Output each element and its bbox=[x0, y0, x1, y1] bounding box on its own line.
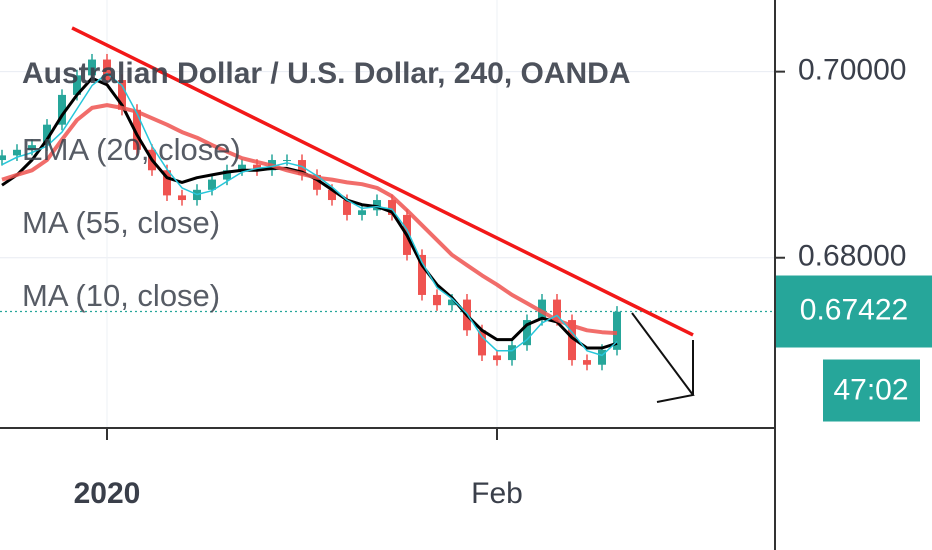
candle-body bbox=[358, 210, 366, 215]
y-tick-label: 0.70000 bbox=[798, 54, 906, 87]
candle-body bbox=[118, 80, 126, 110]
overlay: Australian Dollar / U.S. Dollar, 240, OA… bbox=[22, 57, 631, 313]
candle-body bbox=[178, 195, 186, 201]
candle-body bbox=[568, 320, 576, 361]
candle-body bbox=[583, 360, 591, 365]
candle-body bbox=[388, 200, 396, 215]
candle-body bbox=[418, 254, 426, 295]
candle-body bbox=[133, 109, 141, 150]
candle-body bbox=[448, 299, 456, 306]
candle-body bbox=[328, 189, 336, 201]
candle-body bbox=[88, 59, 96, 76]
legend-entry: MA (55, close) bbox=[22, 205, 220, 240]
candle-body bbox=[43, 124, 51, 146]
indicator-line bbox=[1, 103, 618, 336]
candle-body bbox=[523, 320, 531, 346]
candle-body bbox=[313, 174, 321, 190]
candle-body bbox=[478, 330, 486, 356]
x-tick-label: 2020 bbox=[74, 477, 141, 510]
candle-body bbox=[103, 59, 111, 81]
candle-body bbox=[613, 311, 621, 350]
candle-body bbox=[343, 200, 351, 215]
indicator-line bbox=[1, 72, 618, 357]
drawing bbox=[631, 312, 695, 403]
candle-body bbox=[298, 160, 306, 175]
candle-body bbox=[208, 179, 216, 190]
y-tick-label: 0.68000 bbox=[798, 240, 906, 273]
legend-entry: EMA (20, close) bbox=[22, 132, 241, 167]
candle-body bbox=[163, 170, 171, 196]
candle-body bbox=[58, 94, 66, 125]
chart-title: Australian Dollar / U.S. Dollar, 240, OA… bbox=[22, 57, 631, 90]
trendline bbox=[71, 26, 694, 337]
countdown-box bbox=[823, 359, 920, 422]
candle-body bbox=[223, 170, 231, 180]
candle-body bbox=[553, 299, 561, 321]
candle-body bbox=[598, 349, 606, 365]
candle-body bbox=[493, 355, 501, 361]
candle-body bbox=[238, 164, 246, 171]
candle-body bbox=[433, 294, 441, 306]
plot bbox=[0, 26, 694, 371]
candle-body bbox=[253, 164, 261, 171]
legend-entry: MA (10, close) bbox=[22, 278, 220, 313]
candle-body bbox=[28, 145, 36, 150]
candle-body bbox=[508, 345, 516, 361]
candle-body bbox=[0, 155, 6, 161]
countdown-label: 47:02 bbox=[833, 373, 908, 406]
x-tick-label: Feb bbox=[471, 477, 523, 510]
last-price-box bbox=[776, 275, 932, 348]
candle-body bbox=[283, 160, 291, 162]
candle-body bbox=[13, 149, 21, 156]
last-price-label: 0.67422 bbox=[800, 293, 908, 326]
candle-body bbox=[73, 75, 81, 95]
